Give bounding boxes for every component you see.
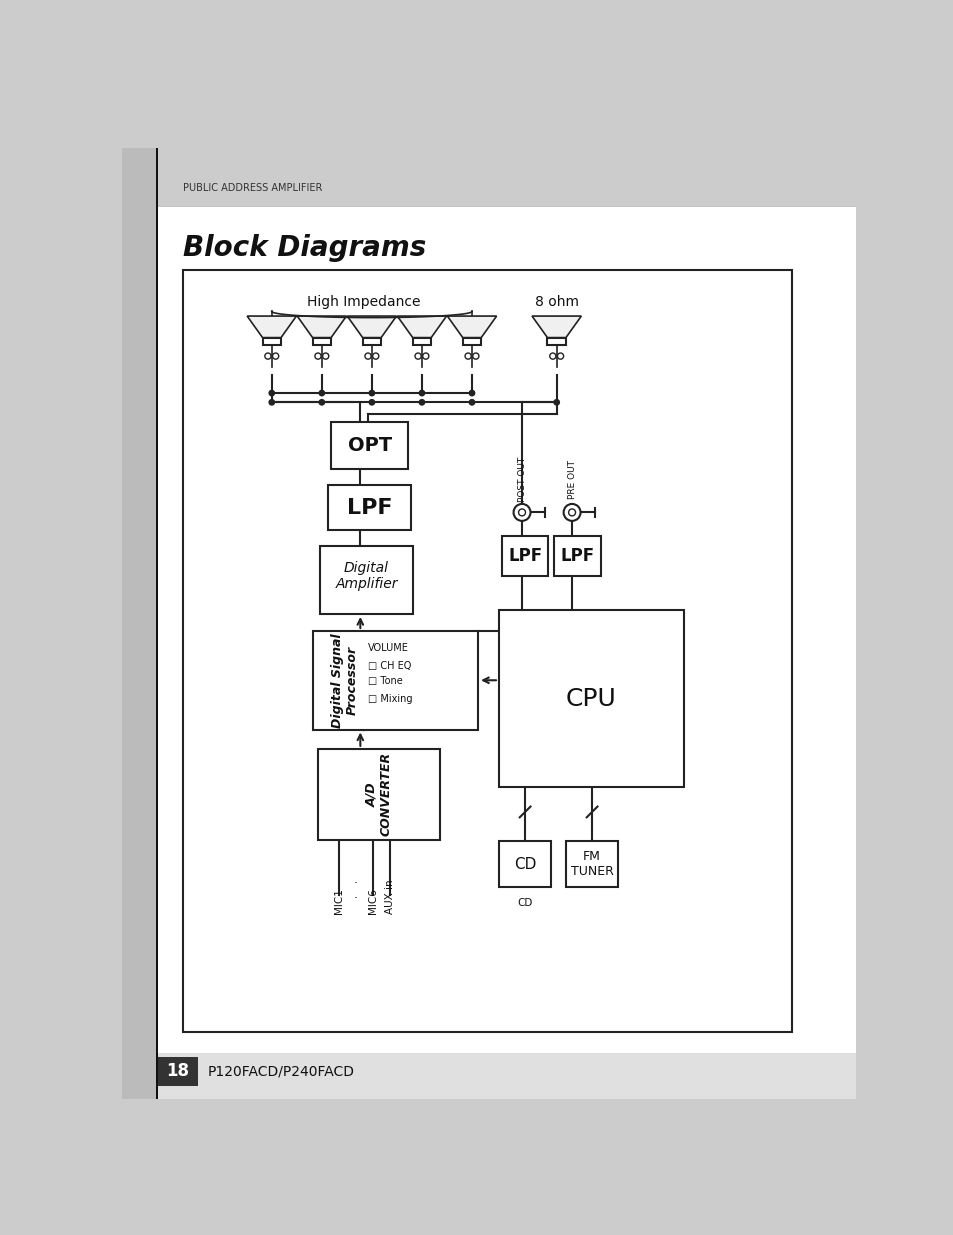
Circle shape — [365, 353, 371, 359]
Text: LPF: LPF — [508, 547, 541, 566]
Polygon shape — [447, 316, 497, 337]
Circle shape — [265, 353, 271, 359]
Circle shape — [369, 400, 375, 405]
Bar — [121, 148, 157, 1099]
Text: ·
·: · · — [354, 877, 357, 905]
Bar — [183, 270, 791, 1032]
Bar — [121, 1053, 856, 1099]
Bar — [501, 536, 548, 577]
Text: □ Tone: □ Tone — [368, 676, 402, 685]
Polygon shape — [532, 316, 580, 337]
Text: OPT: OPT — [347, 436, 392, 454]
Circle shape — [314, 353, 321, 359]
Bar — [362, 337, 381, 346]
Circle shape — [518, 509, 525, 516]
Text: A/D
CONVERTER: A/D CONVERTER — [364, 752, 393, 836]
Circle shape — [273, 353, 278, 359]
Text: CPU: CPU — [565, 687, 616, 711]
Circle shape — [513, 504, 530, 521]
Circle shape — [473, 353, 478, 359]
Circle shape — [554, 400, 558, 405]
Text: P120FACD/P240FACD: P120FACD/P240FACD — [208, 1065, 355, 1078]
Bar — [155, 148, 157, 1099]
Text: FM
TUNER: FM TUNER — [570, 851, 613, 878]
Text: Digital
Amplifier: Digital Amplifier — [335, 561, 397, 592]
Bar — [565, 841, 618, 888]
Text: High Impedance: High Impedance — [307, 295, 420, 309]
Circle shape — [373, 353, 378, 359]
Text: AUX in: AUX in — [384, 879, 395, 914]
Text: LPF: LPF — [559, 547, 594, 566]
Bar — [157, 148, 856, 206]
Text: PRE OUT: PRE OUT — [567, 459, 576, 499]
Bar — [413, 337, 431, 346]
Text: Block Diagrams: Block Diagrams — [183, 235, 426, 262]
Text: PUBLIC ADDRESS AMPLIFIER: PUBLIC ADDRESS AMPLIFIER — [183, 183, 322, 193]
Text: CD: CD — [517, 898, 532, 908]
Circle shape — [269, 400, 274, 405]
Circle shape — [415, 353, 420, 359]
Text: 18: 18 — [166, 1062, 189, 1081]
Bar — [462, 337, 480, 346]
Circle shape — [469, 390, 475, 395]
Circle shape — [319, 390, 324, 395]
Text: MIC1: MIC1 — [334, 888, 343, 914]
Polygon shape — [396, 316, 446, 337]
Circle shape — [469, 400, 475, 405]
Text: 8 ohm: 8 ohm — [534, 295, 578, 309]
Bar — [157, 1053, 856, 1099]
Text: □ CH EQ: □ CH EQ — [368, 661, 411, 671]
Bar — [331, 421, 408, 469]
Text: Digital Signal
Processor: Digital Signal Processor — [331, 634, 358, 727]
Text: POST OUT: POST OUT — [517, 457, 526, 501]
Circle shape — [464, 353, 471, 359]
Bar — [328, 485, 411, 530]
Circle shape — [322, 353, 329, 359]
Circle shape — [549, 353, 556, 359]
Polygon shape — [347, 316, 396, 337]
Circle shape — [422, 353, 429, 359]
Polygon shape — [247, 316, 296, 337]
Circle shape — [269, 390, 274, 395]
Bar — [498, 610, 683, 787]
Text: MIC6: MIC6 — [367, 888, 377, 914]
Bar — [313, 337, 331, 346]
Bar — [547, 337, 565, 346]
Bar — [262, 337, 281, 346]
Circle shape — [557, 353, 563, 359]
Text: LPF: LPF — [347, 498, 392, 517]
Bar — [320, 546, 413, 614]
Bar — [498, 841, 551, 888]
Bar — [554, 536, 600, 577]
Circle shape — [319, 400, 324, 405]
Bar — [313, 631, 477, 730]
Text: VOLUME: VOLUME — [368, 643, 409, 653]
Circle shape — [563, 504, 580, 521]
Bar — [317, 748, 439, 840]
Circle shape — [568, 509, 575, 516]
Polygon shape — [297, 316, 346, 337]
Circle shape — [418, 400, 424, 405]
Circle shape — [418, 390, 424, 395]
Text: CD: CD — [514, 857, 536, 872]
Circle shape — [369, 390, 375, 395]
Bar — [157, 1057, 197, 1086]
Text: □ Mixing: □ Mixing — [368, 694, 412, 704]
